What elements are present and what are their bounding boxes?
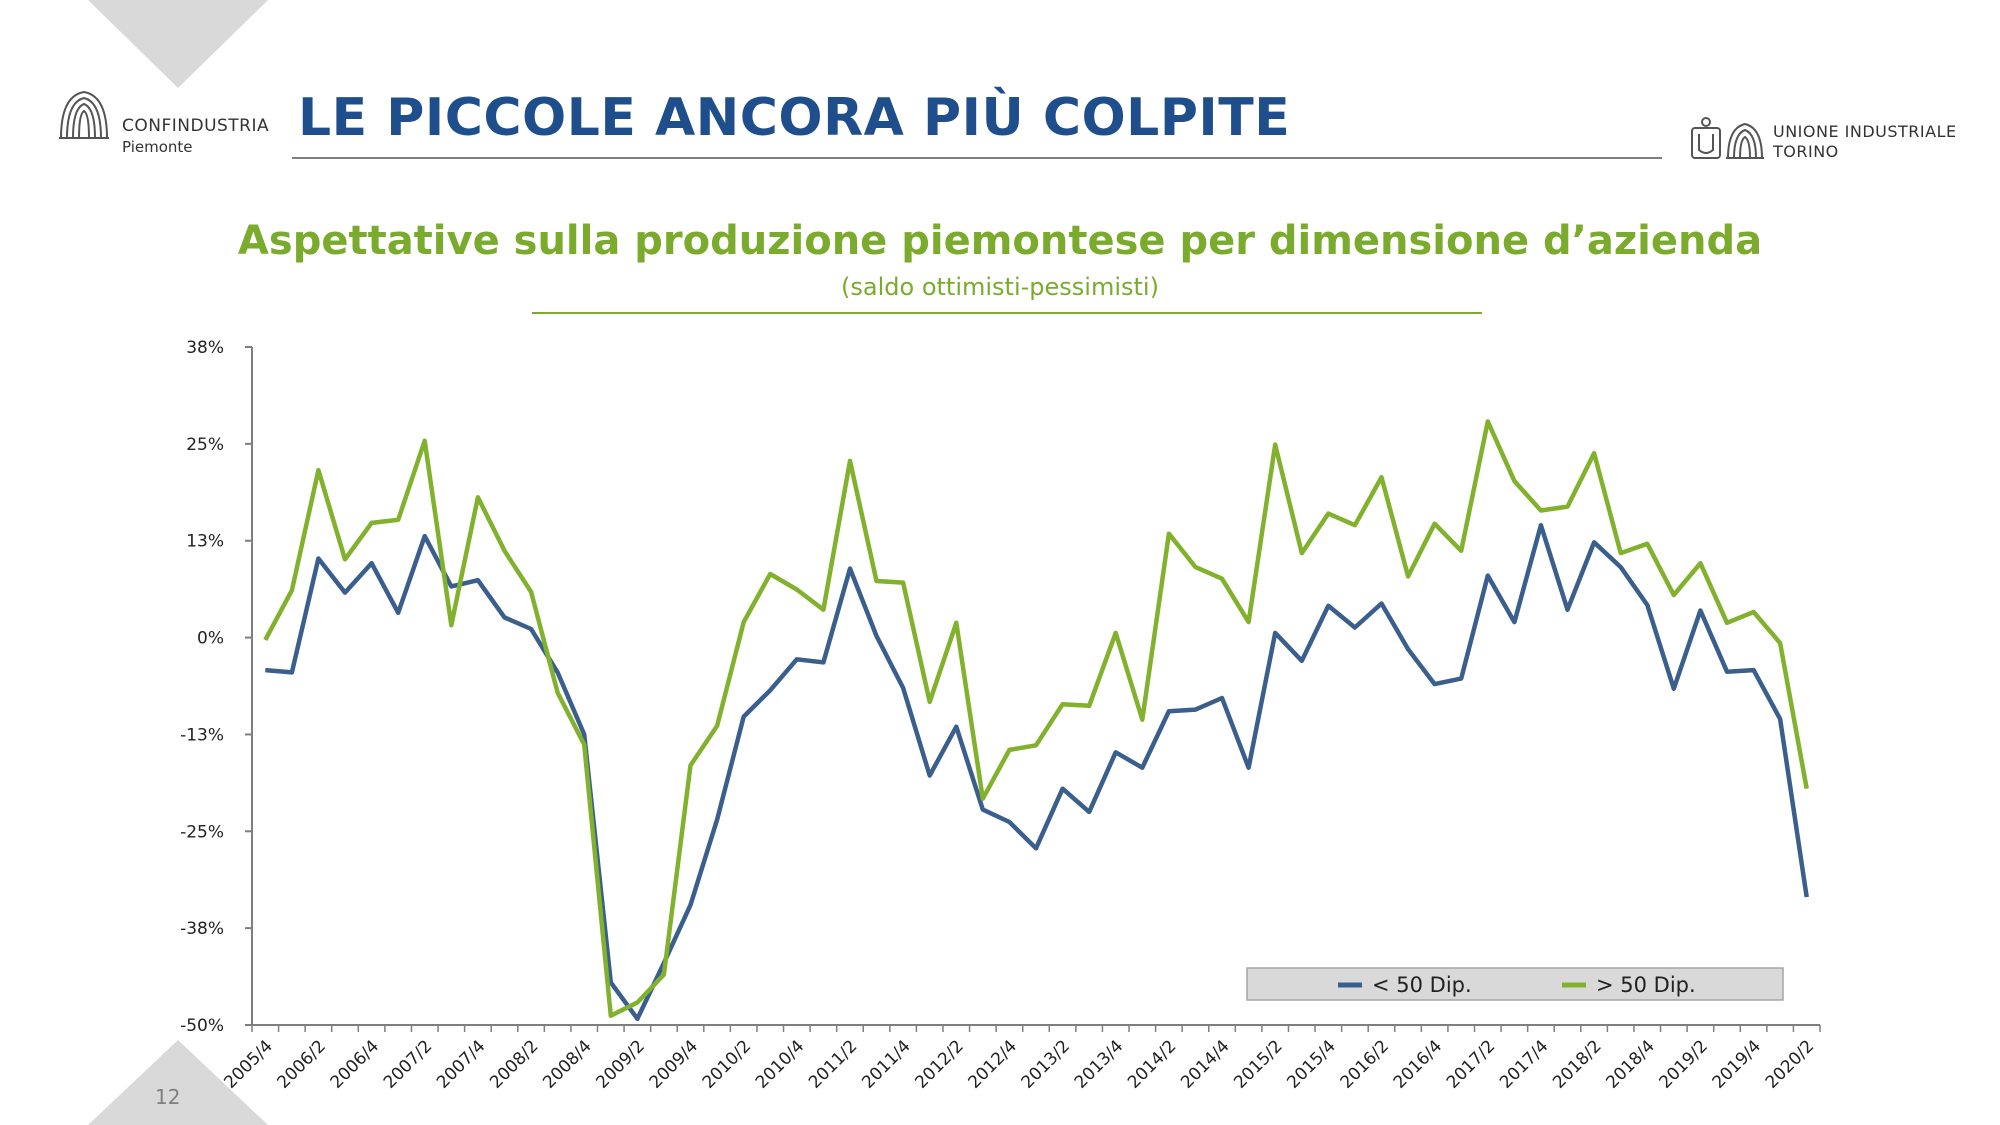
series-line-small-firms: [265, 522, 1809, 1022]
legend-label: > 50 Dip.: [1596, 973, 1696, 997]
x-tick-label: 2009/4: [646, 1036, 702, 1092]
x-tick-label: 2008/2: [486, 1036, 542, 1092]
x-tick-label: 2012/4: [965, 1036, 1021, 1092]
y-tick-label: 0%: [197, 629, 224, 649]
x-tick-label: 2018/2: [1549, 1036, 1605, 1092]
x-tick-label: 2015/2: [1230, 1036, 1286, 1092]
x-tick-label: 2005/4: [220, 1036, 276, 1092]
title-underline: [292, 157, 1662, 159]
unione-industriale-line2: TORINO: [1773, 142, 1839, 161]
x-tick-label: 2016/2: [1337, 1036, 1393, 1092]
page-number: 12: [155, 1085, 181, 1109]
confindustria-region-text: Piemonte: [122, 138, 193, 156]
y-tick-label: 25%: [186, 435, 224, 455]
x-tick-label: 2019/2: [1656, 1036, 1712, 1092]
unione-industriale-emblem-icon: [1691, 117, 1764, 159]
x-tick-label: 2008/4: [539, 1036, 595, 1092]
x-tick-label: 2006/2: [274, 1036, 330, 1092]
confindustria-brand-text: CONFINDUSTRIA: [122, 116, 270, 136]
chart-title-underline: [532, 312, 1482, 314]
x-tick-label: 2017/2: [1443, 1036, 1499, 1092]
legend-box: [1246, 967, 1784, 1001]
x-tick-label: 2019/4: [1709, 1036, 1765, 1092]
x-tick-label: 2013/4: [1071, 1036, 1127, 1092]
x-tick-label: 2013/2: [1018, 1036, 1074, 1092]
y-tick-label: -13%: [180, 725, 224, 745]
x-tick-label: 2018/4: [1602, 1036, 1658, 1092]
chart-series: [263, 419, 1809, 1022]
x-tick-label: 2012/2: [911, 1036, 967, 1092]
x-tick-label: 2014/2: [1124, 1036, 1180, 1092]
x-tick-label: 2006/4: [327, 1036, 383, 1092]
y-tick-label: 38%: [186, 338, 224, 358]
confindustria-logo: CONFINDUSTRIA Piemonte: [55, 82, 285, 162]
confindustria-emblem-icon: [59, 90, 109, 139]
chart-subtitle: (saldo ottimisti-pessimisti): [841, 273, 1159, 301]
x-tick-label: 2014/4: [1177, 1036, 1233, 1092]
series-line-large-firms: [263, 419, 1809, 1018]
page-title: LE PICCOLE ANCORA PIÙ COLPITE: [298, 88, 1291, 148]
x-tick-label: 2010/2: [699, 1036, 755, 1092]
x-tick-label: 2011/2: [805, 1036, 861, 1092]
x-tick-label: 2007/2: [380, 1036, 436, 1092]
x-tick-label: 2010/4: [752, 1036, 808, 1092]
corner-triangle-top: [88, 0, 268, 88]
x-tick-label: 2007/4: [433, 1036, 489, 1092]
x-tick-label: 2009/2: [592, 1036, 648, 1092]
unione-industriale-logo: UNIONE INDUSTRIALE TORINO: [1688, 112, 1988, 168]
unione-industriale-line1: UNIONE INDUSTRIALE: [1773, 122, 1957, 141]
legend-label: < 50 Dip.: [1372, 973, 1472, 997]
y-tick-label: -25%: [180, 822, 224, 842]
y-tick-label: -50%: [180, 1016, 224, 1036]
x-tick-label: 2015/4: [1283, 1036, 1339, 1092]
corner-triangle-bottom: [88, 1040, 268, 1125]
chart-legend: < 50 Dip. > 50 Dip.: [1246, 967, 1784, 1001]
y-tick-label: -38%: [180, 919, 224, 939]
x-tick-label: 2011/4: [858, 1036, 914, 1092]
chart-title: Aspettative sulla produzione piemontese …: [237, 218, 1763, 264]
y-tick-label: 13%: [186, 532, 224, 552]
x-tick-label: 2016/4: [1390, 1036, 1446, 1092]
x-tick-label: 2020/2: [1762, 1036, 1818, 1092]
x-tick-label: 2017/4: [1496, 1036, 1552, 1092]
